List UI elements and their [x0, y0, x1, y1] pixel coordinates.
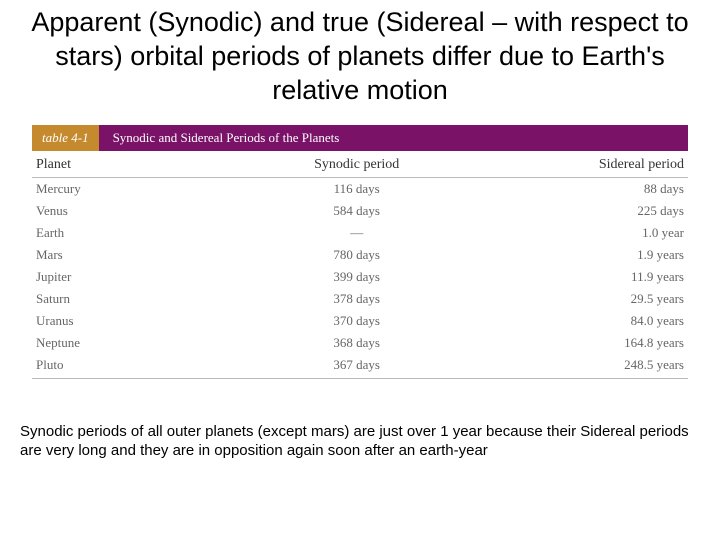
table-header-row: Planet Synodic period Sidereal period	[32, 151, 688, 178]
table-row: Earth—1.0 year	[32, 222, 688, 244]
cell-sidereal: 1.0 year	[465, 222, 688, 244]
table-row: Neptune368 days164.8 years	[32, 332, 688, 354]
table-row: Saturn378 days29.5 years	[32, 288, 688, 310]
cell-sidereal: 164.8 years	[465, 332, 688, 354]
cell-planet: Saturn	[32, 288, 248, 310]
cell-sidereal: 225 days	[465, 200, 688, 222]
cell-sidereal: 84.0 years	[465, 310, 688, 332]
cell-planet: Mars	[32, 244, 248, 266]
table-row: Mercury116 days88 days	[32, 178, 688, 201]
cell-synodic: 584 days	[248, 200, 464, 222]
cell-sidereal: 1.9 years	[465, 244, 688, 266]
table-row: Pluto367 days248.5 years	[32, 354, 688, 376]
cell-synodic: —	[248, 222, 464, 244]
table-header-bar: table 4-1 Synodic and Sidereal Periods o…	[32, 125, 688, 151]
footnote-text: Synodic periods of all outer planets (ex…	[20, 423, 700, 461]
cell-planet: Uranus	[32, 310, 248, 332]
cell-synodic: 370 days	[248, 310, 464, 332]
cell-synodic: 116 days	[248, 178, 464, 201]
cell-planet: Mercury	[32, 178, 248, 201]
cell-synodic: 368 days	[248, 332, 464, 354]
cell-sidereal: 248.5 years	[465, 354, 688, 376]
table-row: Uranus370 days84.0 years	[32, 310, 688, 332]
column-header-sidereal: Sidereal period	[465, 151, 688, 178]
cell-planet: Venus	[32, 200, 248, 222]
table-body: Mercury116 days88 days Venus584 days225 …	[32, 178, 688, 377]
table-bottom-rule	[32, 378, 688, 379]
table-row: Mars780 days1.9 years	[32, 244, 688, 266]
cell-planet: Jupiter	[32, 266, 248, 288]
cell-synodic: 378 days	[248, 288, 464, 310]
table-row: Jupiter399 days11.9 years	[32, 266, 688, 288]
cell-synodic: 367 days	[248, 354, 464, 376]
data-table: Planet Synodic period Sidereal period Me…	[32, 151, 688, 376]
table-row: Venus584 days225 days	[32, 200, 688, 222]
cell-sidereal: 88 days	[465, 178, 688, 201]
cell-sidereal: 29.5 years	[465, 288, 688, 310]
cell-planet: Earth	[32, 222, 248, 244]
table-number-label: table 4-1	[32, 125, 99, 151]
cell-sidereal: 11.9 years	[465, 266, 688, 288]
periods-table: table 4-1 Synodic and Sidereal Periods o…	[32, 125, 688, 379]
cell-synodic: 780 days	[248, 244, 464, 266]
slide-title: Apparent (Synodic) and true (Sidereal – …	[10, 6, 710, 107]
cell-planet: Neptune	[32, 332, 248, 354]
table-caption: Synodic and Sidereal Periods of the Plan…	[99, 125, 688, 151]
cell-planet: Pluto	[32, 354, 248, 376]
column-header-planet: Planet	[32, 151, 248, 178]
slide: Apparent (Synodic) and true (Sidereal – …	[0, 0, 720, 540]
cell-synodic: 399 days	[248, 266, 464, 288]
column-header-synodic: Synodic period	[248, 151, 464, 178]
